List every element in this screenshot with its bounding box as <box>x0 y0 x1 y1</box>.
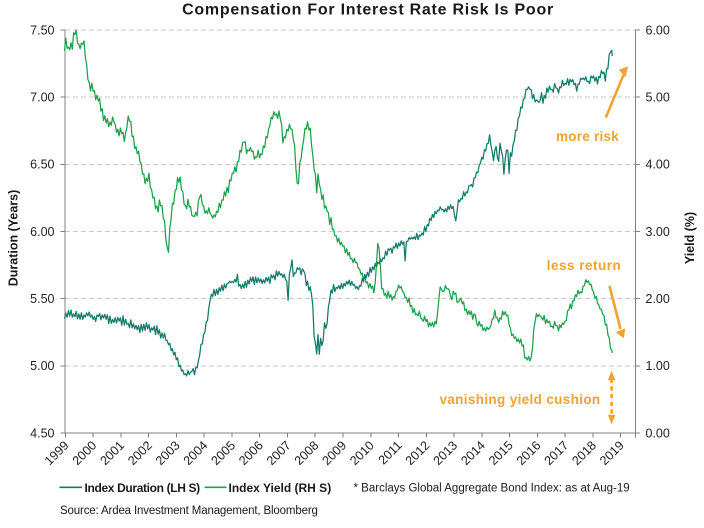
svg-text:5.00: 5.00 <box>30 359 54 373</box>
svg-text:3.00: 3.00 <box>646 225 670 239</box>
svg-text:less return: less return <box>547 258 622 273</box>
svg-text:5.50: 5.50 <box>30 292 54 306</box>
svg-text:6.00: 6.00 <box>30 225 54 239</box>
svg-text:1.00: 1.00 <box>646 359 670 373</box>
svg-text:2.00: 2.00 <box>646 292 670 306</box>
svg-text:Source: Ardea Investment Manag: Source: Ardea Investment Management, Blo… <box>60 505 318 517</box>
svg-text:Index Duration (LH S): Index Duration (LH S) <box>85 481 201 495</box>
svg-text:7.50: 7.50 <box>30 23 54 37</box>
svg-text:Yield (%): Yield (%) <box>683 212 697 264</box>
svg-text:4.00: 4.00 <box>646 158 670 172</box>
svg-text:Duration (Years): Duration (Years) <box>7 190 21 287</box>
svg-text:4.50: 4.50 <box>30 426 54 440</box>
svg-text:6.00: 6.00 <box>646 23 670 37</box>
svg-text:more risk: more risk <box>556 129 619 144</box>
svg-text:* Barclays Global Aggregate Bo: * Barclays Global Aggregate Bond Index: … <box>354 483 630 495</box>
svg-text:6.50: 6.50 <box>30 158 54 172</box>
svg-text:5.00: 5.00 <box>646 90 670 104</box>
svg-text:Compensation For Interest Rate: Compensation For Interest Rate Risk Is P… <box>182 2 554 19</box>
svg-text:vanishing yield cushion: vanishing yield cushion <box>439 392 600 407</box>
svg-text:7.00: 7.00 <box>30 90 54 104</box>
svg-text:0.00: 0.00 <box>646 426 670 440</box>
svg-text:Index Yield (RH S): Index Yield (RH S) <box>229 481 332 495</box>
